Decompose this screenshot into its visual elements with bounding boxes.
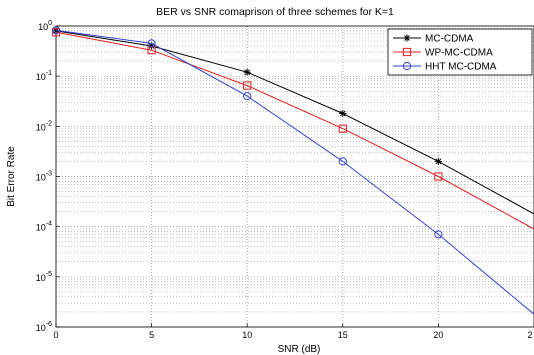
data-point bbox=[434, 157, 442, 165]
y-tick-label: 10-4 bbox=[36, 221, 52, 233]
legend-entry: HHT MC-CDMA bbox=[393, 62, 497, 73]
legend-label: MC-CDMA bbox=[425, 34, 474, 45]
y-axis-label: Bit Error Rate bbox=[6, 146, 17, 207]
x-tick-label: 10 bbox=[242, 330, 252, 340]
legend: MC-CDMA WP-MC-CDMA HHT MC-CDMA bbox=[387, 28, 533, 76]
series-line bbox=[56, 29, 534, 315]
data-point bbox=[243, 92, 252, 101]
x-tick-label: 20 bbox=[433, 330, 443, 340]
plot-background bbox=[56, 26, 534, 327]
y-tick-label: 10-6 bbox=[36, 321, 52, 333]
legend-entry: WP-MC-CDMA bbox=[393, 48, 493, 59]
x-tick-label: 5 bbox=[149, 330, 154, 340]
plot-area: 0 5 10 15 20 2 100 10-1 10-2 10-3 10-4 10-5 10-6 MC-C… bbox=[36, 20, 534, 340]
data-point bbox=[147, 39, 156, 48]
data-point bbox=[403, 34, 411, 42]
data-point bbox=[434, 230, 443, 239]
series-line bbox=[56, 31, 534, 230]
series-hht-mc-cdma bbox=[51, 26, 534, 315]
chart-title: BER vs SNR comaprison of three schemes f… bbox=[156, 6, 394, 18]
data-point bbox=[338, 157, 347, 166]
y-tick-label: 10-2 bbox=[36, 120, 52, 132]
y-tick-label: 10-1 bbox=[36, 70, 52, 82]
data-point bbox=[243, 81, 252, 90]
data-point bbox=[338, 124, 347, 133]
data-point bbox=[243, 68, 251, 76]
y-tick-label: 10-5 bbox=[36, 271, 52, 283]
data-point bbox=[339, 109, 347, 118]
series-wp-mc-cdma bbox=[51, 28, 534, 230]
data-point bbox=[402, 47, 412, 57]
y-tick-label: 10-3 bbox=[36, 171, 52, 183]
x-tick-label: 2 bbox=[527, 330, 532, 340]
x-tick-label: 0 bbox=[53, 330, 58, 340]
series-line bbox=[56, 30, 534, 215]
data-point bbox=[51, 26, 61, 35]
legend-label: WP-MC-CDMA bbox=[425, 48, 493, 59]
legend-entry: MC-CDMA bbox=[393, 34, 474, 45]
legend-label: HHT MC-CDMA bbox=[425, 62, 497, 73]
y-tick-label: 100 bbox=[38, 20, 52, 32]
x-axis-label: SNR (dB) bbox=[278, 344, 321, 355]
data-point bbox=[402, 61, 412, 71]
data-point bbox=[434, 172, 443, 181]
x-tick-label: 15 bbox=[338, 330, 348, 340]
